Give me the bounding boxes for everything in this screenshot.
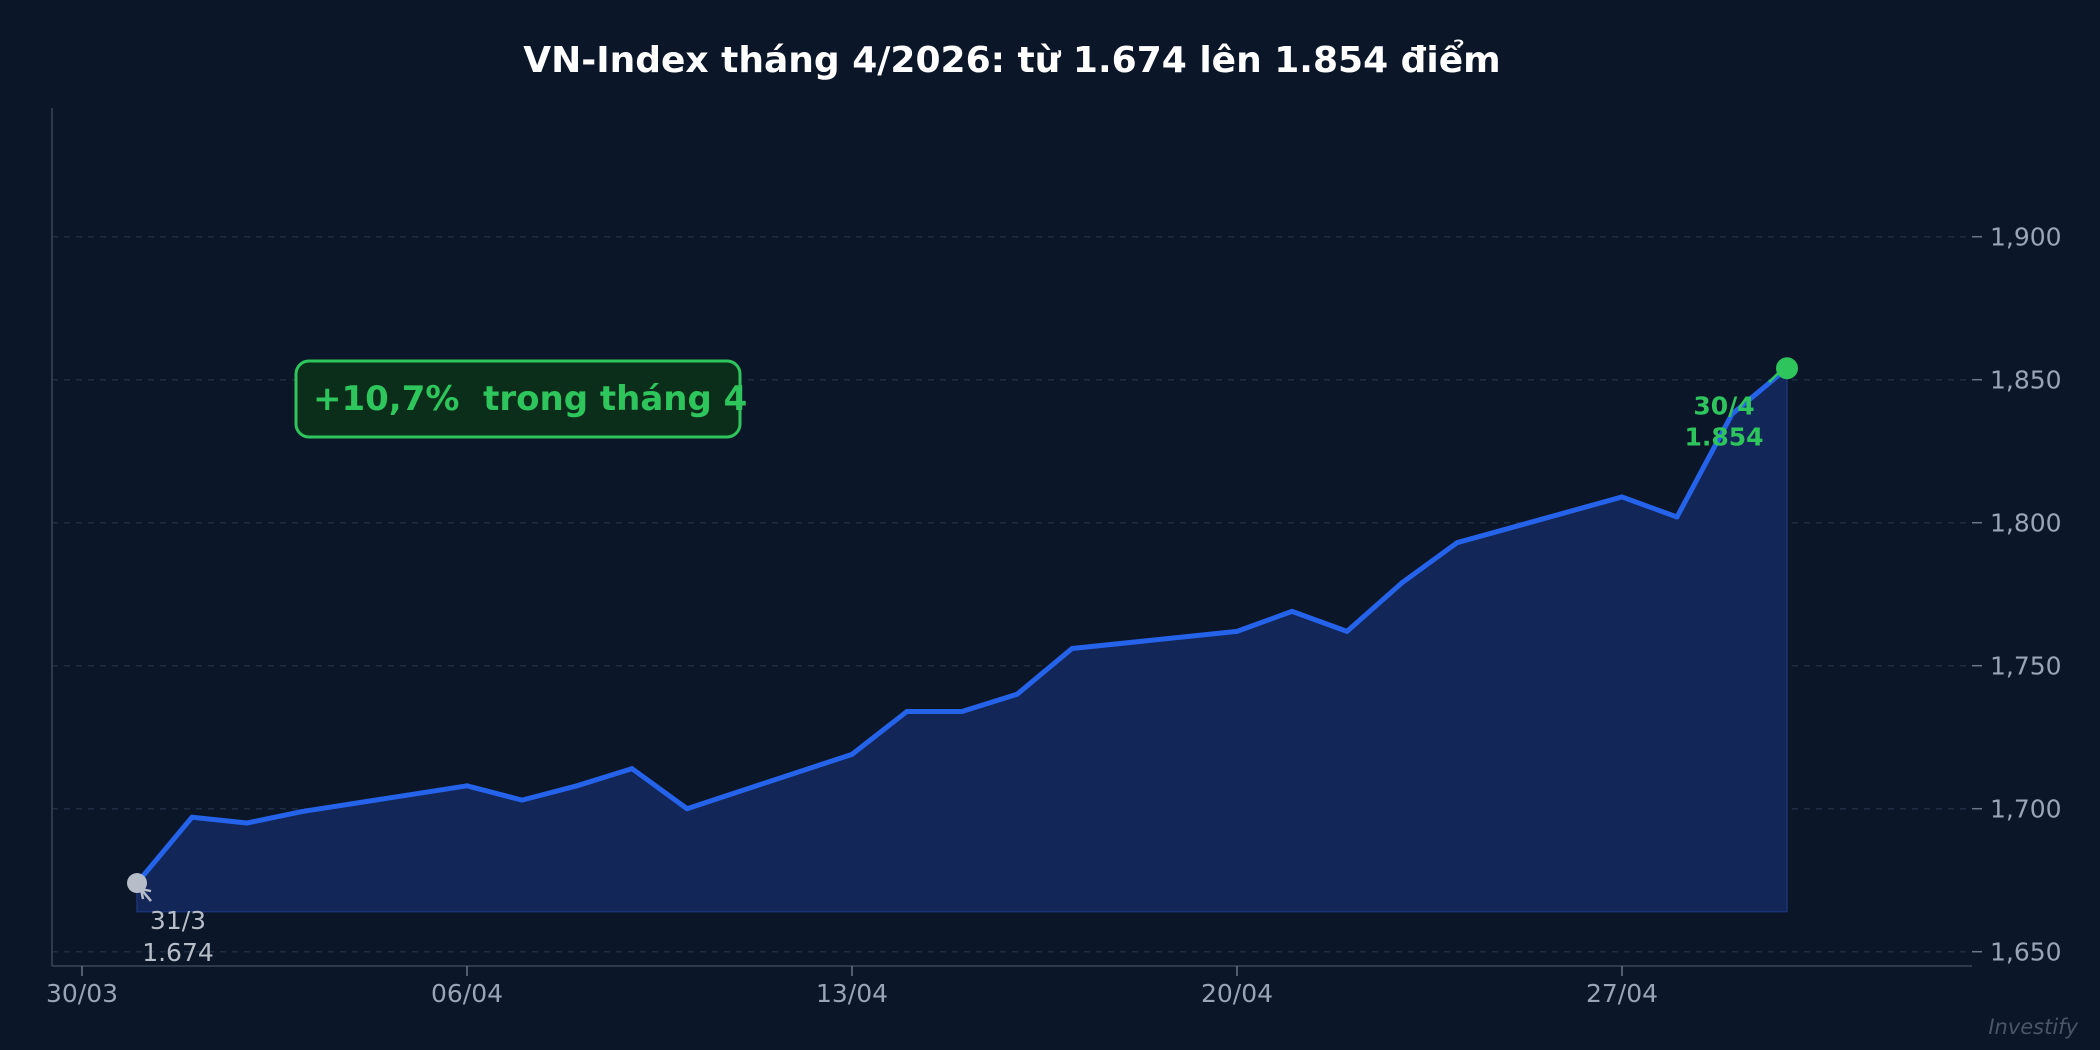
start-date-label: 31/3 bbox=[150, 906, 206, 935]
data-point bbox=[629, 766, 635, 772]
x-tick-label: 06/04 bbox=[431, 979, 503, 1008]
y-tick-label: 1,750 bbox=[1990, 652, 2062, 681]
area-fill bbox=[136, 366, 1788, 913]
change-annotation-box bbox=[294, 359, 742, 439]
data-point bbox=[1454, 540, 1460, 546]
y-tick-label: 1,700 bbox=[1990, 795, 2062, 824]
end-arrow bbox=[1768, 371, 1780, 384]
data-point bbox=[1399, 580, 1405, 586]
data-point bbox=[464, 783, 470, 789]
data-point bbox=[1344, 628, 1350, 634]
x-tick-label: 13/04 bbox=[816, 979, 888, 1008]
end-point-marker bbox=[1776, 357, 1798, 380]
data-point bbox=[959, 708, 965, 714]
data-point bbox=[1069, 646, 1075, 652]
x-tick-label: 20/04 bbox=[1201, 979, 1273, 1008]
data-point bbox=[1014, 691, 1020, 697]
data-point bbox=[1234, 628, 1240, 634]
data-point bbox=[849, 751, 855, 757]
change-annotation: +10,7% trong tháng 4 bbox=[294, 359, 747, 439]
data-point bbox=[1289, 608, 1295, 614]
start-arrow bbox=[139, 887, 152, 902]
axes bbox=[51, 108, 1982, 976]
data-point bbox=[1729, 411, 1735, 417]
data-point bbox=[299, 809, 305, 815]
data-point bbox=[519, 797, 525, 803]
y-tick-label: 1,900 bbox=[1990, 223, 2062, 252]
data-point bbox=[574, 783, 580, 789]
x-tick-label: 27/04 bbox=[1586, 979, 1658, 1008]
area-fill-layer bbox=[134, 365, 1790, 913]
data-point bbox=[189, 814, 195, 820]
change-annotation-text: +10,7% trong tháng 4 bbox=[313, 379, 747, 419]
x-tick-label: 30/03 bbox=[46, 979, 118, 1008]
end-date-label: 30/4 bbox=[1693, 391, 1754, 420]
watermark: Investify bbox=[1988, 1015, 2078, 1039]
end-value-label: 1.854 bbox=[1684, 422, 1763, 451]
y-tick-label: 1,800 bbox=[1990, 509, 2062, 538]
labels: 1,650 1,700 1,750 1,800 1,850 1,900 30/03 06/04… bbox=[46, 223, 2062, 1008]
data-point bbox=[1619, 494, 1625, 500]
y-tick-label: 1,850 bbox=[1990, 366, 2062, 395]
data-point bbox=[904, 708, 910, 714]
y-tick-label: 1,650 bbox=[1990, 938, 2062, 967]
start-value-label: 1.674 bbox=[142, 938, 214, 967]
data-point bbox=[684, 806, 690, 812]
markers bbox=[127, 357, 1798, 902]
data-point bbox=[1674, 514, 1680, 520]
chart-title: VN-Index tháng 4/2026: từ 1.674 lên 1.85… bbox=[523, 39, 1500, 81]
data-point bbox=[244, 820, 250, 826]
